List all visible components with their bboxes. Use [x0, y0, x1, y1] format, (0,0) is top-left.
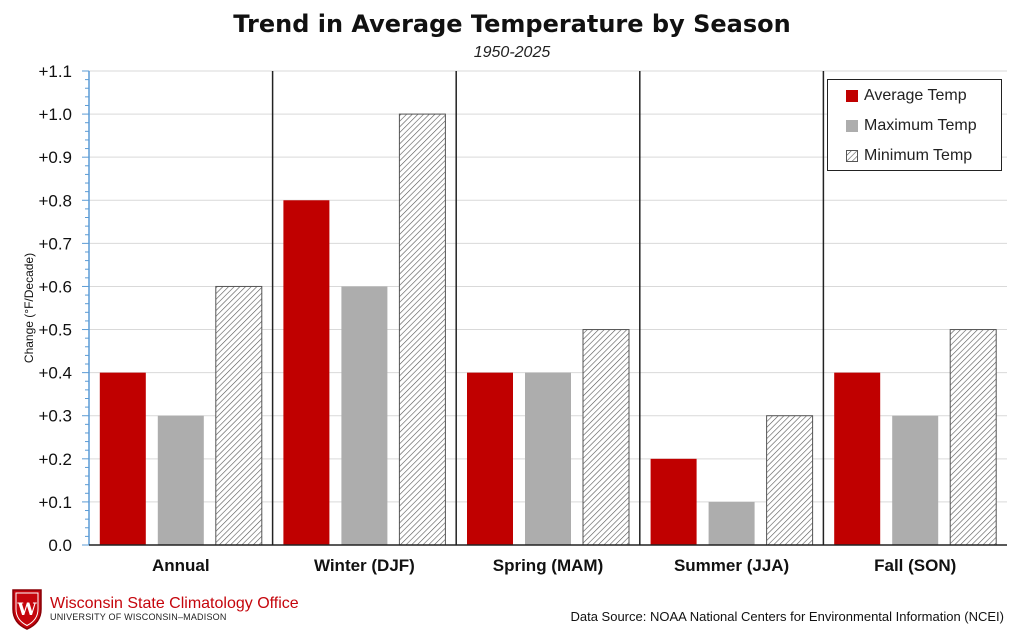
y-tick-label: +0.6: [38, 277, 72, 296]
bar-maximum-temp: [157, 415, 204, 545]
y-tick-label: +0.4: [38, 364, 72, 383]
bar-minimum-temp: [949, 329, 997, 546]
y-tick-label: +0.5: [38, 321, 72, 340]
chart-subtitle: 1950-2025: [473, 44, 551, 61]
y-tick-label: +0.9: [38, 148, 72, 167]
y-tick-label: +1.1: [38, 62, 72, 81]
crest-icon: W: [12, 589, 42, 630]
org-logo-block: W Wisconsin State Climatology Office UNI…: [10, 587, 299, 631]
legend-label-maximum: Maximum Temp: [864, 117, 977, 134]
y-tick-label: +0.1: [38, 493, 72, 512]
bars: [99, 113, 997, 546]
axes: [82, 70, 1007, 546]
bar-maximum-temp: [892, 415, 939, 545]
bar-average-temp: [99, 372, 146, 545]
axis-labels: 0.0 +0.1 +0.2 +0.3 +0.4 +0.5 +0.6 +0.7 +0.8 +0.9 +…: [22, 62, 956, 575]
y-tick-label: +0.8: [38, 191, 72, 210]
x-tick-label: Winter (DJF): [314, 556, 415, 575]
legend-label-average: Average Temp: [864, 87, 967, 104]
legend-swatch-average: [846, 90, 858, 102]
y-tick-label: 0.0: [48, 536, 72, 555]
x-tick-label: Summer (JJA): [674, 556, 789, 575]
legend-swatch-maximum: [846, 120, 858, 132]
y-tick-label: +1.0: [38, 105, 72, 124]
legend-item-average: Average Temp: [846, 85, 967, 107]
y-tick-label: +0.3: [38, 407, 72, 426]
y-tick-label: +0.7: [38, 234, 72, 253]
y-axis-title: Change (°F/Decade): [22, 253, 36, 363]
bar-maximum-temp: [525, 372, 571, 545]
chart-title: Trend in Average Temperature by Season: [233, 10, 791, 38]
legend: Average Temp Maximum Temp Minimum Temp: [827, 79, 1002, 171]
org-subtitle: UNIVERSITY OF WISCONSIN–MADISON: [50, 612, 227, 622]
x-tick-label: Annual: [152, 556, 210, 575]
bar-maximum-temp: [708, 501, 755, 545]
x-tick-label: Fall (SON): [874, 556, 956, 575]
data-source: Data Source: NOAA National Centers for E…: [570, 609, 1004, 624]
bar-average-temp: [283, 200, 330, 546]
legend-swatch-minimum: [846, 150, 858, 162]
bar-minimum-temp: [215, 285, 263, 546]
bar-minimum-temp: [398, 113, 446, 546]
legend-label-minimum: Minimum Temp: [864, 147, 973, 164]
legend-item-maximum: Maximum Temp: [846, 115, 977, 137]
bar-average-temp: [834, 372, 881, 545]
bar-minimum-temp: [766, 415, 814, 546]
org-name: Wisconsin State Climatology Office: [50, 595, 299, 612]
y-tick-label: +0.2: [38, 450, 72, 469]
bar-maximum-temp: [341, 286, 388, 545]
bar-minimum-temp: [582, 329, 630, 546]
crest-letter: W: [16, 600, 37, 620]
category-separators: [271, 71, 825, 545]
legend-item-minimum: Minimum Temp: [846, 145, 972, 167]
bar-average-temp: [650, 458, 697, 545]
bar-average-temp: [467, 372, 513, 545]
x-tick-label: Spring (MAM): [493, 556, 603, 575]
